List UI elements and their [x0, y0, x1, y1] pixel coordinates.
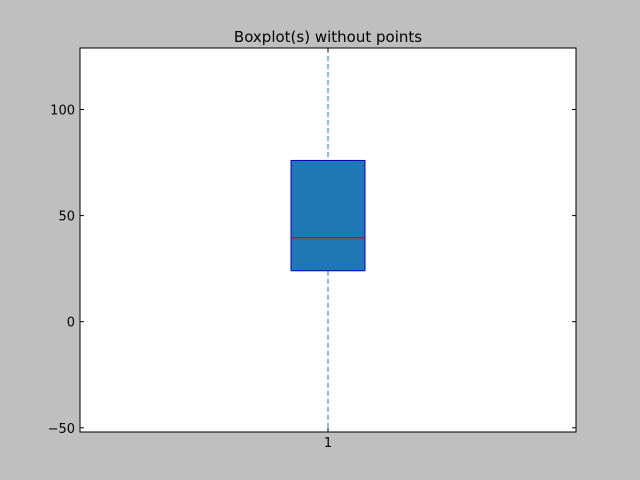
plot-marks: [290, 48, 366, 432]
x-tick-label: 1: [324, 436, 332, 451]
y-tick-label: 100: [50, 104, 75, 119]
box-iqr: [290, 159, 366, 272]
plot-frame: [79, 47, 577, 433]
y-tick-label: 0: [67, 316, 75, 331]
x-axis: 1: [324, 48, 332, 451]
chart-title: Boxplot(s) without points: [234, 28, 422, 46]
y-tick-label: −50: [48, 422, 75, 437]
y-axis: −50 0 50 100: [48, 104, 576, 437]
y-tick-label: 50: [58, 210, 75, 225]
